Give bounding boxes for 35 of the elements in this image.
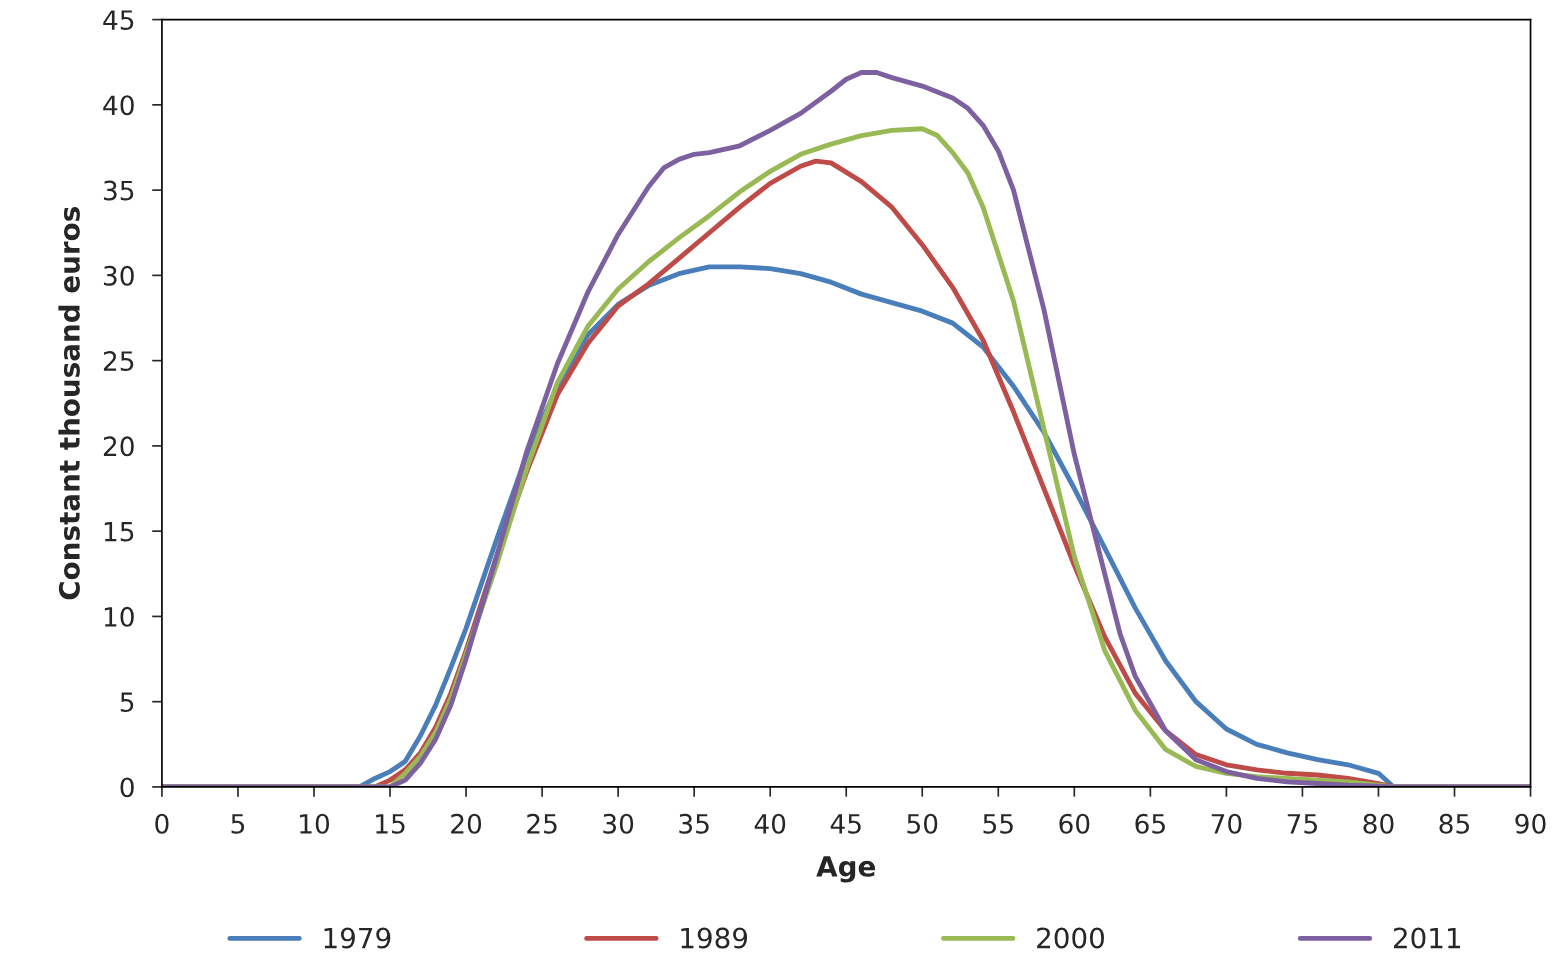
x-tick-label: 50 — [907, 813, 938, 834]
x-tick-label: 90 — [1515, 813, 1546, 834]
x-tick-label: 25 — [527, 813, 557, 834]
y-tick-label: 0 — [120, 777, 134, 798]
x-tick-label: 80 — [1363, 813, 1394, 834]
legend-label: 1989 — [681, 927, 748, 949]
y-tick-label: 20 — [103, 436, 134, 457]
x-tick-label: 0 — [155, 813, 169, 834]
x-tick-label: 15 — [376, 814, 405, 834]
y-tick-label: 45 — [103, 10, 134, 30]
x-tick-label: 70 — [1211, 813, 1242, 834]
x-tick-label: 65 — [1135, 813, 1165, 834]
y-tick-label: 25 — [103, 351, 134, 372]
y-tick-label: 40 — [103, 95, 134, 116]
x-tick-label: 55 — [983, 814, 1013, 834]
y-tick-label: 35 — [103, 180, 134, 201]
x-tick-label: 30 — [603, 813, 634, 834]
y-tick-label: 10 — [104, 606, 134, 627]
x-tick-label: 40 — [754, 813, 786, 834]
x-tick-label: 60 — [1059, 813, 1090, 834]
y-tick-label: 30 — [103, 265, 134, 286]
x-tick-label: 45 — [830, 814, 861, 834]
legend-label: 1979 — [324, 927, 391, 949]
y-tick-label: 15 — [104, 521, 134, 542]
x-tick-label: 5 — [231, 814, 245, 834]
x-tick-label: 85 — [1439, 813, 1469, 834]
legend-label: 2011 — [1393, 927, 1461, 949]
y-axis-title: Constant thousand euros — [58, 207, 80, 600]
y-tick-label: 5 — [120, 692, 134, 713]
x-tick-label: 35 — [679, 813, 709, 834]
legend-label: 2000 — [1037, 927, 1104, 949]
x-tick-label: 10 — [300, 813, 330, 834]
x-tick-label: 20 — [451, 813, 482, 834]
x-axis-title: Age — [816, 856, 875, 883]
x-tick-label: 75 — [1287, 814, 1317, 834]
